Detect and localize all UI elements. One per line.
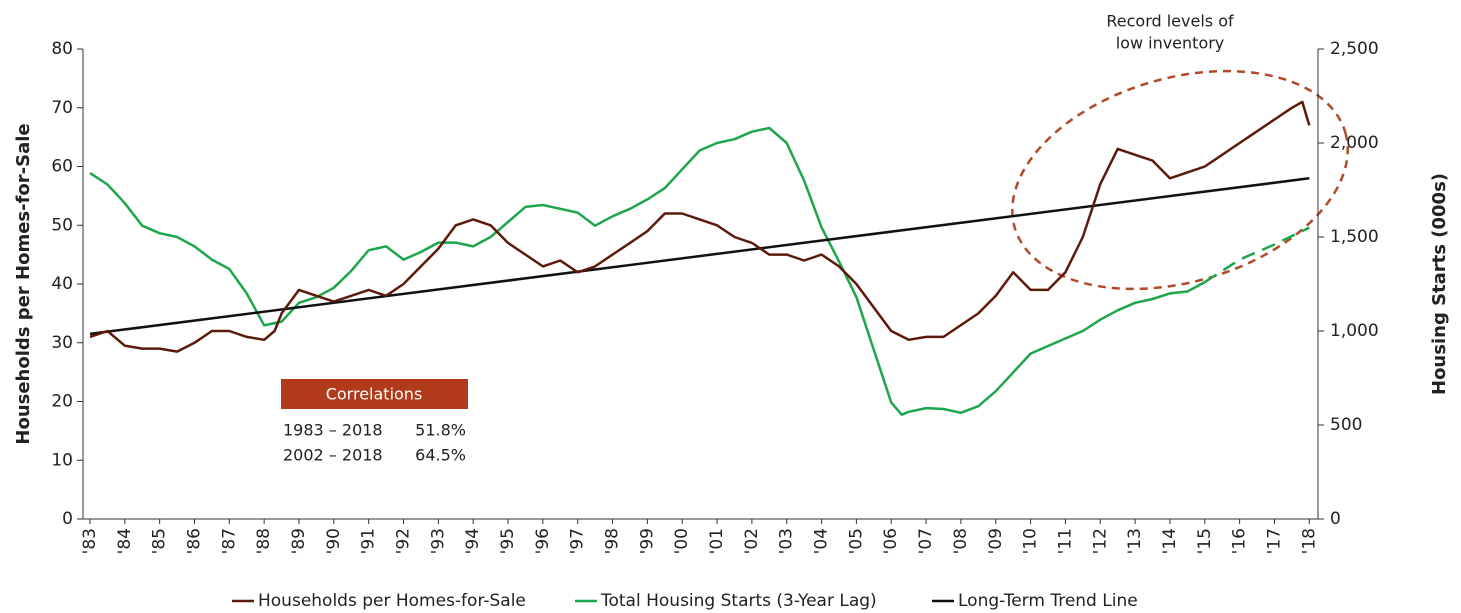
x-tick-label: '16: [1230, 528, 1250, 554]
x-tick-label: '10: [1021, 528, 1041, 554]
line-series: [89, 126, 1206, 416]
legend-label: Households per Homes-for-Sale: [258, 591, 526, 611]
y2-tick-label: 1,500: [1330, 227, 1379, 247]
x-tick-label: '11: [1055, 528, 1075, 554]
y-tick-label: 60: [51, 157, 73, 177]
x-tick-label: '02: [742, 528, 762, 554]
x-tick-label: '94: [463, 528, 483, 554]
x-tick-label: '88: [254, 528, 274, 554]
y-tick-label: 0: [62, 509, 73, 529]
x-tick-label: '07: [916, 528, 936, 554]
x-tick-label: '87: [219, 528, 239, 554]
correlations-cell: 64.5%: [415, 446, 466, 465]
x-tick-label: '15: [1195, 528, 1215, 554]
y-tick-label: 10: [51, 450, 73, 470]
x-tick-label: '01: [707, 528, 727, 554]
correlations-header: [281, 379, 468, 409]
y2-tick-label: 0: [1330, 509, 1341, 529]
y-tick-label: 20: [51, 392, 73, 412]
line-series: [89, 100, 1311, 353]
y-tick-label: 80: [51, 39, 73, 59]
y2-tick-label: 2,000: [1330, 133, 1379, 153]
x-tick-label: '13: [1125, 528, 1145, 554]
x-tick-label: '90: [324, 528, 344, 554]
x-tick-label: '03: [777, 528, 797, 554]
y2-axis-label: Housing Starts (000s): [1429, 173, 1450, 395]
x-tick-label: '06: [881, 528, 901, 554]
y-tick-label: 30: [51, 333, 73, 353]
x-tick-label: '92: [394, 528, 414, 554]
y2-tick-label: 1,000: [1330, 321, 1379, 341]
x-tick-label: '00: [672, 528, 692, 554]
correlations-cell: 1983 – 2018: [283, 421, 383, 440]
correlations-cell: 2002 – 2018: [283, 446, 383, 465]
x-tick-label: '93: [428, 528, 448, 554]
x-tick-label: '91: [359, 528, 379, 554]
x-tick-label: '18: [1299, 528, 1319, 554]
x-tick-label: '05: [846, 528, 866, 554]
annotation: Record levels of: [1106, 12, 1234, 31]
x-tick-label: '86: [184, 528, 204, 554]
highlight-ellipse: [1011, 69, 1349, 291]
y2-tick-label: 500: [1330, 415, 1362, 435]
x-tick-label: '12: [1090, 528, 1110, 554]
x-tick-label: '96: [533, 528, 553, 554]
x-tick-label: '95: [498, 528, 518, 554]
annotation: low inventory: [1116, 34, 1225, 53]
y-tick-label: 40: [51, 274, 73, 294]
legend-label: Total Housing Starts (3-Year Lag): [600, 591, 877, 611]
x-tick-label: '98: [603, 528, 623, 554]
x-tick-label: '89: [289, 528, 309, 554]
x-tick-label: '85: [150, 528, 170, 554]
legend-label: Long-Term Trend Line: [958, 591, 1138, 611]
correlations-cell: 51.8%: [415, 421, 466, 440]
x-tick-label: '17: [1264, 528, 1284, 554]
x-tick-label: '99: [637, 528, 657, 554]
x-tick-label: '04: [812, 528, 832, 554]
x-tick-label: '08: [951, 528, 971, 554]
x-tick-label: '84: [115, 528, 135, 554]
x-tick-label: '97: [568, 528, 588, 554]
y-tick-label: 50: [51, 215, 73, 235]
correlations-title: Correlations: [326, 385, 423, 404]
line-series: [89, 177, 1310, 336]
y-tick-label: 70: [51, 98, 73, 118]
y-axis-label: Households per Homes-for-Sale: [13, 123, 34, 444]
x-tick-label: '83: [80, 528, 100, 554]
x-tick-label: '09: [986, 528, 1006, 554]
y2-tick-label: 2,500: [1330, 39, 1379, 59]
line-series-dashed: [1204, 226, 1310, 284]
x-tick-label: '14: [1160, 528, 1180, 554]
